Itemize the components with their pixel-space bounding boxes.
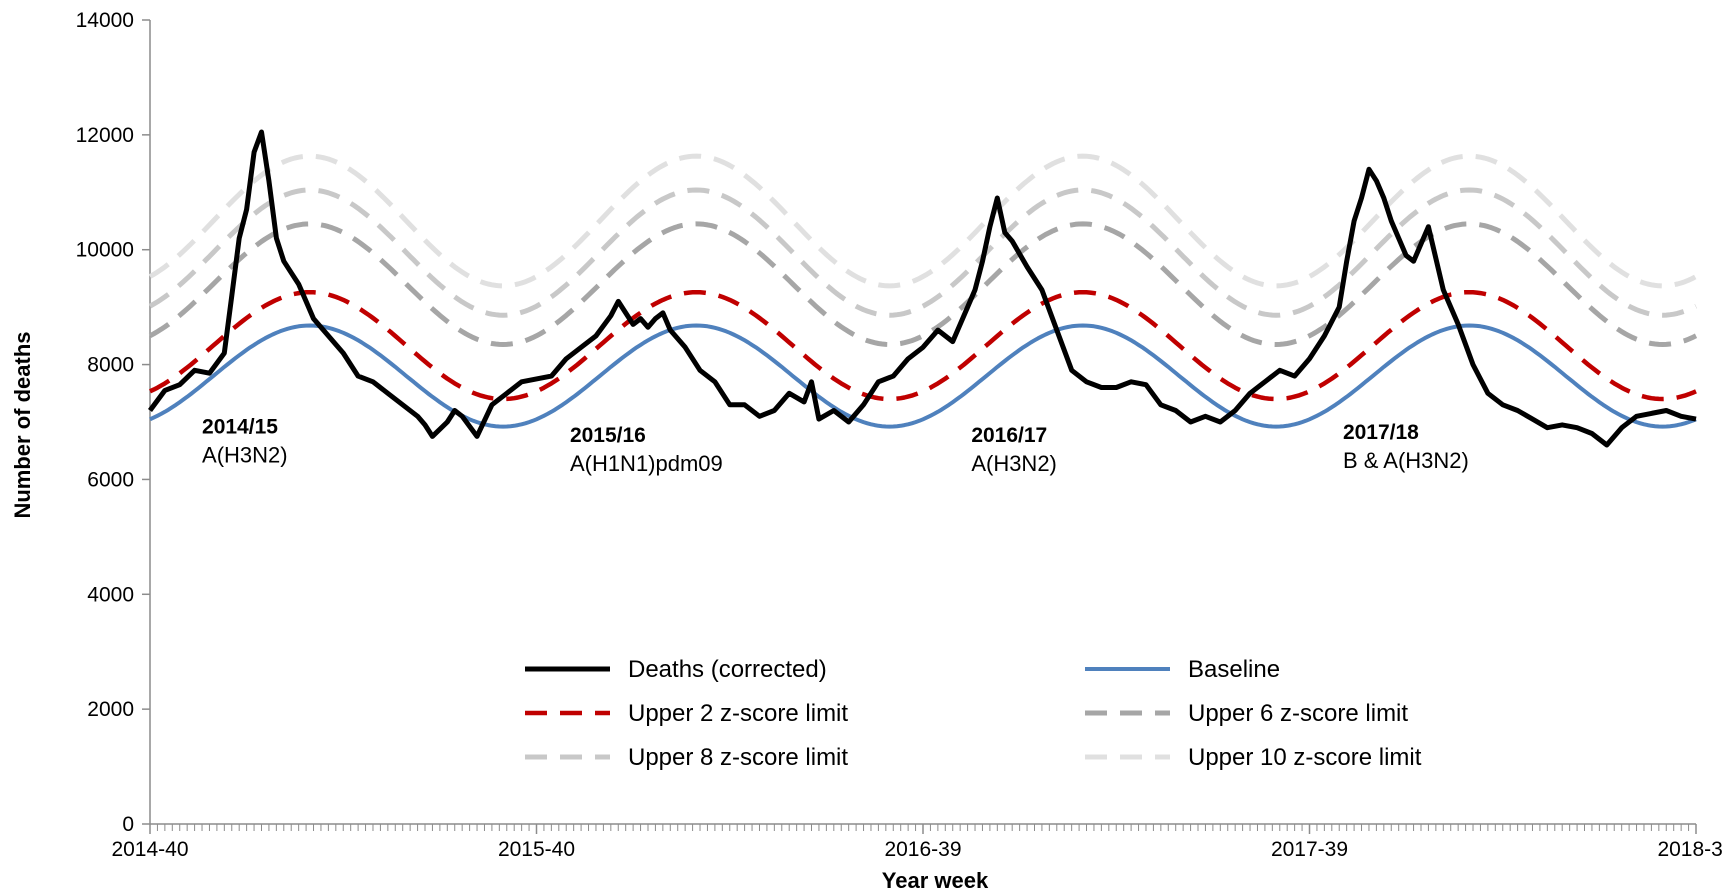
strain-label: A(H1N1)pdm09 bbox=[570, 451, 723, 476]
x-tick-label: 2015-40 bbox=[498, 838, 575, 861]
y-tick-label: 4000 bbox=[87, 583, 134, 606]
strain-label: A(H3N2) bbox=[202, 442, 288, 467]
legend-label-upper-8-z-score-limit: Upper 8 z-score limit bbox=[628, 744, 848, 771]
legend-label-baseline: Baseline bbox=[1188, 656, 1280, 683]
series-line-upper-10-z-score-limit bbox=[148, 153, 1698, 289]
x-tick-label: 2016-39 bbox=[884, 838, 961, 861]
series-line-deaths-corrected bbox=[147, 129, 1697, 448]
season-label: 2014/15 bbox=[202, 415, 278, 438]
series-line-upper-6-z-score-limit bbox=[148, 221, 1698, 347]
season-label: 2015/16 bbox=[570, 424, 646, 447]
y-tick-label: 12000 bbox=[76, 124, 134, 147]
season-label: 2017/18 bbox=[1343, 421, 1419, 444]
season-label: 2016/17 bbox=[971, 424, 1047, 447]
strain-label: B & A(H3N2) bbox=[1343, 448, 1469, 473]
y-tick-label: 10000 bbox=[76, 239, 134, 262]
y-tick-label: 0 bbox=[122, 813, 134, 836]
season-annotations: 2014/15 A(H3N2) 2015/16 A(H1N1)pdm09 2016/17… bbox=[202, 415, 1469, 476]
axes: 0 2000 4000 6000 8000 10000 12000 14000 2014-40 2… bbox=[76, 9, 1723, 861]
y-tick-label: 14000 bbox=[76, 9, 134, 32]
series-group bbox=[147, 129, 1698, 448]
series-line-upper-2-z-score-limit bbox=[149, 289, 1697, 402]
series-line-upper-8-z-score-limit bbox=[148, 187, 1698, 318]
strain-label: A(H3N2) bbox=[971, 451, 1057, 476]
x-tick-label: 2017-39 bbox=[1271, 838, 1348, 861]
legend-label-upper-10-z-score-limit: Upper 10 z-score limit bbox=[1188, 744, 1422, 771]
y-tick-label: 2000 bbox=[87, 698, 134, 721]
series-line-baseline bbox=[149, 323, 1697, 429]
y-tick-label: 6000 bbox=[87, 468, 134, 491]
y-tick-label: 8000 bbox=[87, 354, 134, 377]
x-tick-label: 2014-40 bbox=[111, 838, 188, 861]
legend-label-upper-2-z-score-limit: Upper 2 z-score limit bbox=[628, 700, 848, 727]
legend: Deaths (corrected) Baseline Upper 2 z-scor… bbox=[525, 656, 1422, 771]
legend-label-deaths-corrected: Deaths (corrected) bbox=[628, 656, 827, 683]
y-axis-title: Number of deaths bbox=[10, 331, 35, 518]
legend-label-upper-6-z-score-limit: Upper 6 z-score limit bbox=[1188, 700, 1408, 727]
x-tick-label: 2018-39 bbox=[1657, 838, 1723, 861]
x-axis-title: Year week bbox=[882, 868, 989, 893]
